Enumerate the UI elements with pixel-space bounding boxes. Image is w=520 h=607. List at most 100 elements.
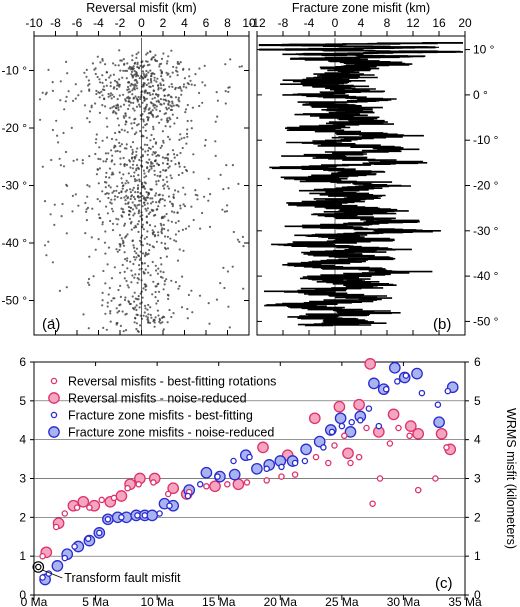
reversal-misfit-point [163, 204, 166, 207]
reversal-misfit-point [124, 114, 127, 117]
series-4-point [32, 561, 45, 573]
transform-fault-annotation: Transform fault misfit [64, 571, 181, 585]
reversal-misfit-point [155, 201, 158, 204]
reversal-misfit-point [115, 138, 118, 141]
reversal-misfit-point [131, 201, 134, 204]
reversal-misfit-point [120, 191, 123, 194]
reversal-misfit-point [138, 180, 141, 183]
reversal-misfit-point [118, 171, 121, 174]
reversal-misfit-point [143, 143, 146, 146]
reversal-misfit-point [192, 153, 195, 156]
reversal-misfit-point [142, 135, 145, 138]
series-3-point [388, 361, 401, 374]
reversal-misfit-point [136, 100, 139, 103]
reversal-misfit-point [188, 75, 191, 78]
fracture-zone-connector [321, 155, 407, 164]
reversal-misfit-point [114, 64, 117, 67]
reversal-misfit-point [131, 208, 135, 211]
legend-entry-3: Fracture zone misfits - noise-reduced [68, 426, 274, 440]
reversal-misfit-point [135, 105, 139, 108]
reversal-misfit-point [122, 58, 125, 61]
reversal-misfit-point [126, 202, 130, 205]
panel-a-x-tick-label: 0 [138, 16, 145, 30]
reversal-misfit-point [134, 191, 137, 194]
reversal-misfit-point [117, 288, 120, 292]
reversal-misfit-point [182, 85, 185, 88]
reversal-misfit-point [104, 78, 107, 81]
reversal-misfit-point [129, 84, 132, 87]
reversal-misfit-point [162, 52, 165, 55]
reversal-misfit-point [133, 226, 136, 229]
reversal-misfit-point [111, 210, 115, 213]
reversal-misfit-point [87, 79, 90, 82]
reversal-misfit-point [137, 212, 140, 215]
reversal-misfit-point [102, 326, 105, 329]
series-2-point [134, 512, 141, 519]
panel-c-y-tick-label: 3 [19, 472, 26, 486]
panel-c-y-tick-label-right: 1 [474, 549, 481, 563]
reversal-misfit-point [122, 93, 125, 96]
series-0-point [443, 444, 450, 451]
reversal-misfit-point [143, 254, 147, 258]
panel-a-x-tick-label: 8 [224, 16, 231, 30]
reversal-misfit-point [170, 105, 173, 108]
reversal-misfit-point [43, 200, 47, 203]
reversal-misfit-point [132, 107, 135, 110]
reversal-misfit-point [157, 194, 160, 197]
reversal-misfit-point [50, 158, 53, 162]
reversal-misfit-point [136, 281, 139, 284]
reversal-misfit-point [153, 79, 156, 82]
reversal-misfit-point [118, 304, 121, 307]
reversal-misfit-point [62, 165, 66, 168]
reversal-misfit-point [126, 62, 129, 65]
reversal-misfit-point [160, 232, 163, 235]
reversal-misfit-point [131, 93, 134, 96]
reversal-misfit-point [122, 242, 125, 245]
reversal-misfit-point [172, 312, 175, 315]
reversal-misfit-point [57, 141, 60, 144]
panel-a-x-tick-label: -8 [50, 16, 61, 30]
reversal-misfit-point [204, 84, 207, 87]
reversal-misfit-point [128, 116, 131, 119]
reversal-misfit-point [162, 178, 165, 181]
reversal-misfit-point [133, 321, 136, 324]
reversal-misfit-point [123, 164, 126, 168]
reversal-misfit-point [136, 61, 139, 64]
reversal-misfit-point [143, 187, 147, 190]
reversal-misfit-point [156, 174, 159, 177]
reversal-misfit-point [223, 210, 227, 213]
fracture-zone-connector [321, 98, 375, 105]
reversal-misfit-point [198, 294, 202, 297]
reversal-misfit-point [146, 119, 150, 122]
reversal-misfit-point [74, 193, 77, 196]
reversal-misfit-point [124, 190, 127, 193]
series-2-point [444, 387, 452, 395]
reversal-misfit-point [124, 296, 127, 299]
reversal-misfit-point [143, 203, 146, 206]
reversal-misfit-point [147, 82, 150, 85]
series-2-point [230, 457, 237, 465]
reversal-misfit-point [227, 305, 230, 308]
reversal-misfit-point [169, 75, 172, 78]
reversal-misfit-point [115, 189, 118, 192]
reversal-misfit-point [84, 201, 87, 205]
reversal-misfit-point [167, 187, 170, 190]
reversal-misfit-point [66, 184, 69, 187]
reversal-misfit-point [122, 244, 126, 247]
reversal-misfit-point [159, 82, 162, 85]
reversal-misfit-point [150, 133, 153, 137]
reversal-misfit-point [177, 287, 180, 290]
reversal-misfit-point [137, 273, 141, 276]
reversal-misfit-point [222, 266, 225, 269]
reversal-misfit-point [105, 71, 109, 74]
fracture-zone-connector [334, 114, 368, 123]
reversal-misfit-point [106, 125, 109, 128]
reversal-misfit-point [105, 205, 108, 208]
reversal-misfit-point [188, 68, 191, 71]
reversal-misfit-point [113, 163, 116, 166]
reversal-misfit-point [131, 148, 134, 151]
reversal-misfit-point [161, 130, 164, 133]
reversal-misfit-point [170, 49, 173, 52]
reversal-misfit-point [144, 129, 147, 132]
panel-c-x-tick-label: 0 Ma [21, 595, 48, 607]
